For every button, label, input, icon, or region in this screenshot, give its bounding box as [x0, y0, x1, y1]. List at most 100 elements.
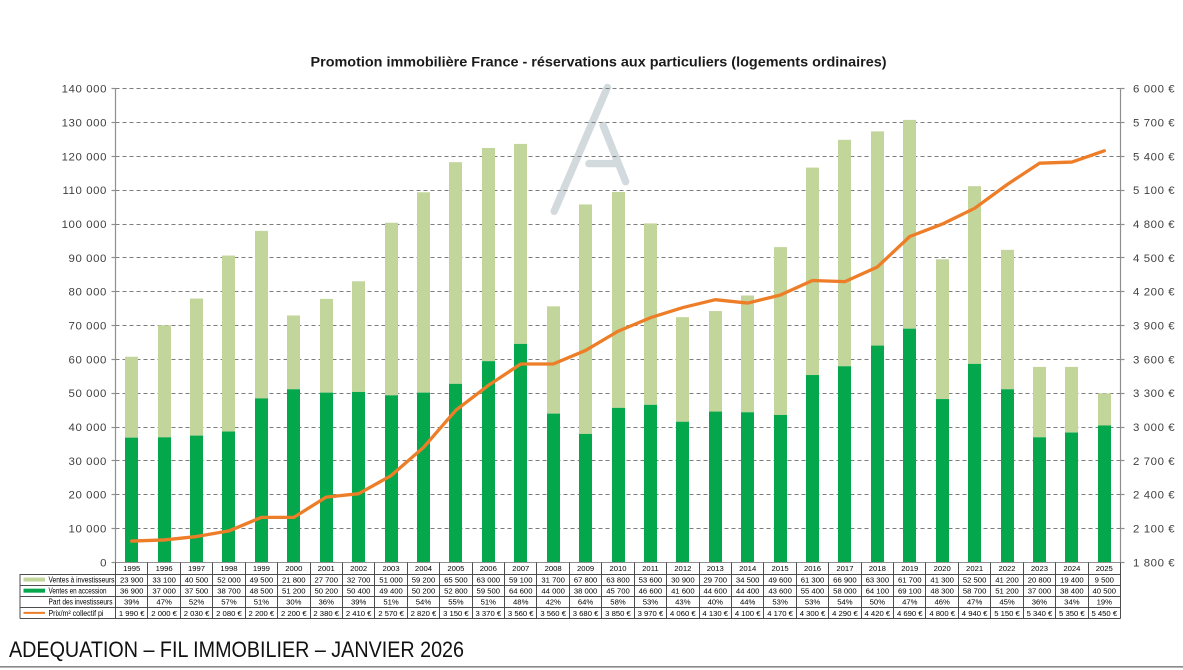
svg-text:50%: 50%	[870, 598, 886, 607]
svg-text:39%: 39%	[351, 598, 367, 607]
svg-text:36%: 36%	[1032, 598, 1048, 607]
svg-text:51 000: 51 000	[379, 575, 403, 584]
svg-text:9 500: 9 500	[1095, 575, 1114, 584]
svg-text:4 690 €: 4 690 €	[897, 609, 923, 618]
svg-text:53%: 53%	[772, 598, 788, 607]
svg-text:64 600: 64 600	[509, 587, 533, 596]
svg-text:1998: 1998	[220, 564, 237, 573]
svg-text:40 500: 40 500	[185, 575, 209, 584]
svg-text:3 560 €: 3 560 €	[540, 609, 566, 618]
svg-text:90 000: 90 000	[69, 253, 107, 265]
svg-text:47%: 47%	[902, 598, 918, 607]
svg-text:27 700: 27 700	[314, 575, 338, 584]
svg-text:53 600: 53 600	[639, 575, 663, 584]
svg-text:4 200 €: 4 200 €	[1133, 287, 1175, 299]
svg-text:36 900: 36 900	[120, 587, 144, 596]
svg-text:2013: 2013	[707, 564, 724, 573]
svg-text:130 000: 130 000	[62, 117, 107, 129]
svg-text:54%: 54%	[416, 598, 432, 607]
svg-text:59 200: 59 200	[412, 575, 436, 584]
svg-text:41 300: 41 300	[930, 575, 954, 584]
svg-text:3 680 €: 3 680 €	[573, 609, 599, 618]
svg-text:5 400 €: 5 400 €	[1133, 151, 1175, 163]
svg-text:1 990 €: 1 990 €	[119, 609, 145, 618]
svg-text:42%: 42%	[545, 598, 561, 607]
svg-text:1995: 1995	[123, 564, 140, 573]
svg-text:32 700: 32 700	[347, 575, 371, 584]
svg-text:2008: 2008	[545, 564, 562, 573]
svg-text:55%: 55%	[448, 598, 464, 607]
svg-text:2009: 2009	[577, 564, 594, 573]
svg-text:2 100 €: 2 100 €	[1133, 524, 1175, 536]
svg-text:2 080 €: 2 080 €	[216, 609, 242, 618]
svg-text:120 000: 120 000	[62, 151, 107, 163]
svg-text:43%: 43%	[675, 598, 691, 607]
svg-text:44 600: 44 600	[704, 587, 728, 596]
svg-text:2023: 2023	[1031, 564, 1048, 573]
svg-text:2006: 2006	[480, 564, 497, 573]
svg-text:4 060 €: 4 060 €	[670, 609, 696, 618]
svg-text:37 000: 37 000	[152, 587, 176, 596]
svg-text:5 150 €: 5 150 €	[994, 609, 1020, 618]
svg-text:52%: 52%	[189, 598, 205, 607]
svg-text:2022: 2022	[998, 564, 1015, 573]
svg-text:80 000: 80 000	[69, 287, 107, 299]
svg-text:54%: 54%	[837, 598, 853, 607]
svg-text:29 700: 29 700	[704, 575, 728, 584]
svg-text:2015: 2015	[772, 564, 789, 573]
svg-text:49 400: 49 400	[379, 587, 403, 596]
svg-text:19%: 19%	[1097, 598, 1113, 607]
svg-text:4 170 €: 4 170 €	[767, 609, 793, 618]
svg-text:45%: 45%	[999, 598, 1015, 607]
svg-text:4 420 €: 4 420 €	[865, 609, 891, 618]
svg-text:ADEQUATION – FIL IMMOBILIER –: ADEQUATION – FIL IMMOBILIER – JANVIER 20…	[9, 637, 464, 662]
svg-text:52 800: 52 800	[444, 587, 468, 596]
svg-text:5 450 €: 5 450 €	[1091, 609, 1117, 618]
svg-text:47%: 47%	[967, 598, 983, 607]
svg-text:2016: 2016	[804, 564, 821, 573]
svg-text:41 200: 41 200	[995, 575, 1019, 584]
svg-text:0: 0	[100, 557, 107, 569]
svg-text:3 560 €: 3 560 €	[508, 609, 534, 618]
svg-text:64%: 64%	[578, 598, 594, 607]
svg-text:58 700: 58 700	[963, 587, 987, 596]
svg-text:43 600: 43 600	[768, 587, 792, 596]
svg-text:52 000: 52 000	[217, 575, 241, 584]
svg-text:2 410 €: 2 410 €	[346, 609, 372, 618]
svg-text:4 800 €: 4 800 €	[929, 609, 955, 618]
svg-text:2024: 2024	[1063, 564, 1081, 573]
svg-text:55 400: 55 400	[801, 587, 825, 596]
svg-text:30 900: 30 900	[671, 575, 695, 584]
svg-text:31 700: 31 700	[541, 575, 565, 584]
svg-text:5 100 €: 5 100 €	[1133, 185, 1175, 197]
svg-text:20 000: 20 000	[69, 490, 107, 502]
svg-text:48 500: 48 500	[250, 587, 274, 596]
svg-text:Ventes en accession: Ventes en accession	[49, 587, 107, 596]
svg-text:3 300 €: 3 300 €	[1133, 388, 1175, 400]
svg-text:34 500: 34 500	[736, 575, 760, 584]
svg-text:46%: 46%	[934, 598, 950, 607]
svg-text:49 500: 49 500	[250, 575, 274, 584]
svg-text:2 820 €: 2 820 €	[411, 609, 437, 618]
svg-text:2001: 2001	[318, 564, 335, 573]
svg-text:50 400: 50 400	[347, 587, 371, 596]
svg-text:4 130 €: 4 130 €	[702, 609, 728, 618]
svg-text:2012: 2012	[674, 564, 691, 573]
svg-text:1996: 1996	[156, 564, 173, 573]
svg-text:61 300: 61 300	[801, 575, 825, 584]
svg-text:53%: 53%	[805, 598, 821, 607]
svg-text:6 000 €: 6 000 €	[1133, 84, 1175, 96]
svg-text:61 700: 61 700	[898, 575, 922, 584]
svg-text:4 300 €: 4 300 €	[800, 609, 826, 618]
svg-text:49 600: 49 600	[768, 575, 792, 584]
svg-text:44%: 44%	[740, 598, 756, 607]
svg-text:64 100: 64 100	[866, 587, 890, 596]
svg-text:4 100 €: 4 100 €	[735, 609, 761, 618]
svg-text:2018: 2018	[869, 564, 886, 573]
svg-text:63 000: 63 000	[477, 575, 501, 584]
svg-text:4 940 €: 4 940 €	[962, 609, 988, 618]
svg-text:2 030 €: 2 030 €	[184, 609, 210, 618]
svg-text:39%: 39%	[124, 598, 140, 607]
svg-text:2 380 €: 2 380 €	[313, 609, 339, 618]
svg-text:38 000: 38 000	[574, 587, 598, 596]
